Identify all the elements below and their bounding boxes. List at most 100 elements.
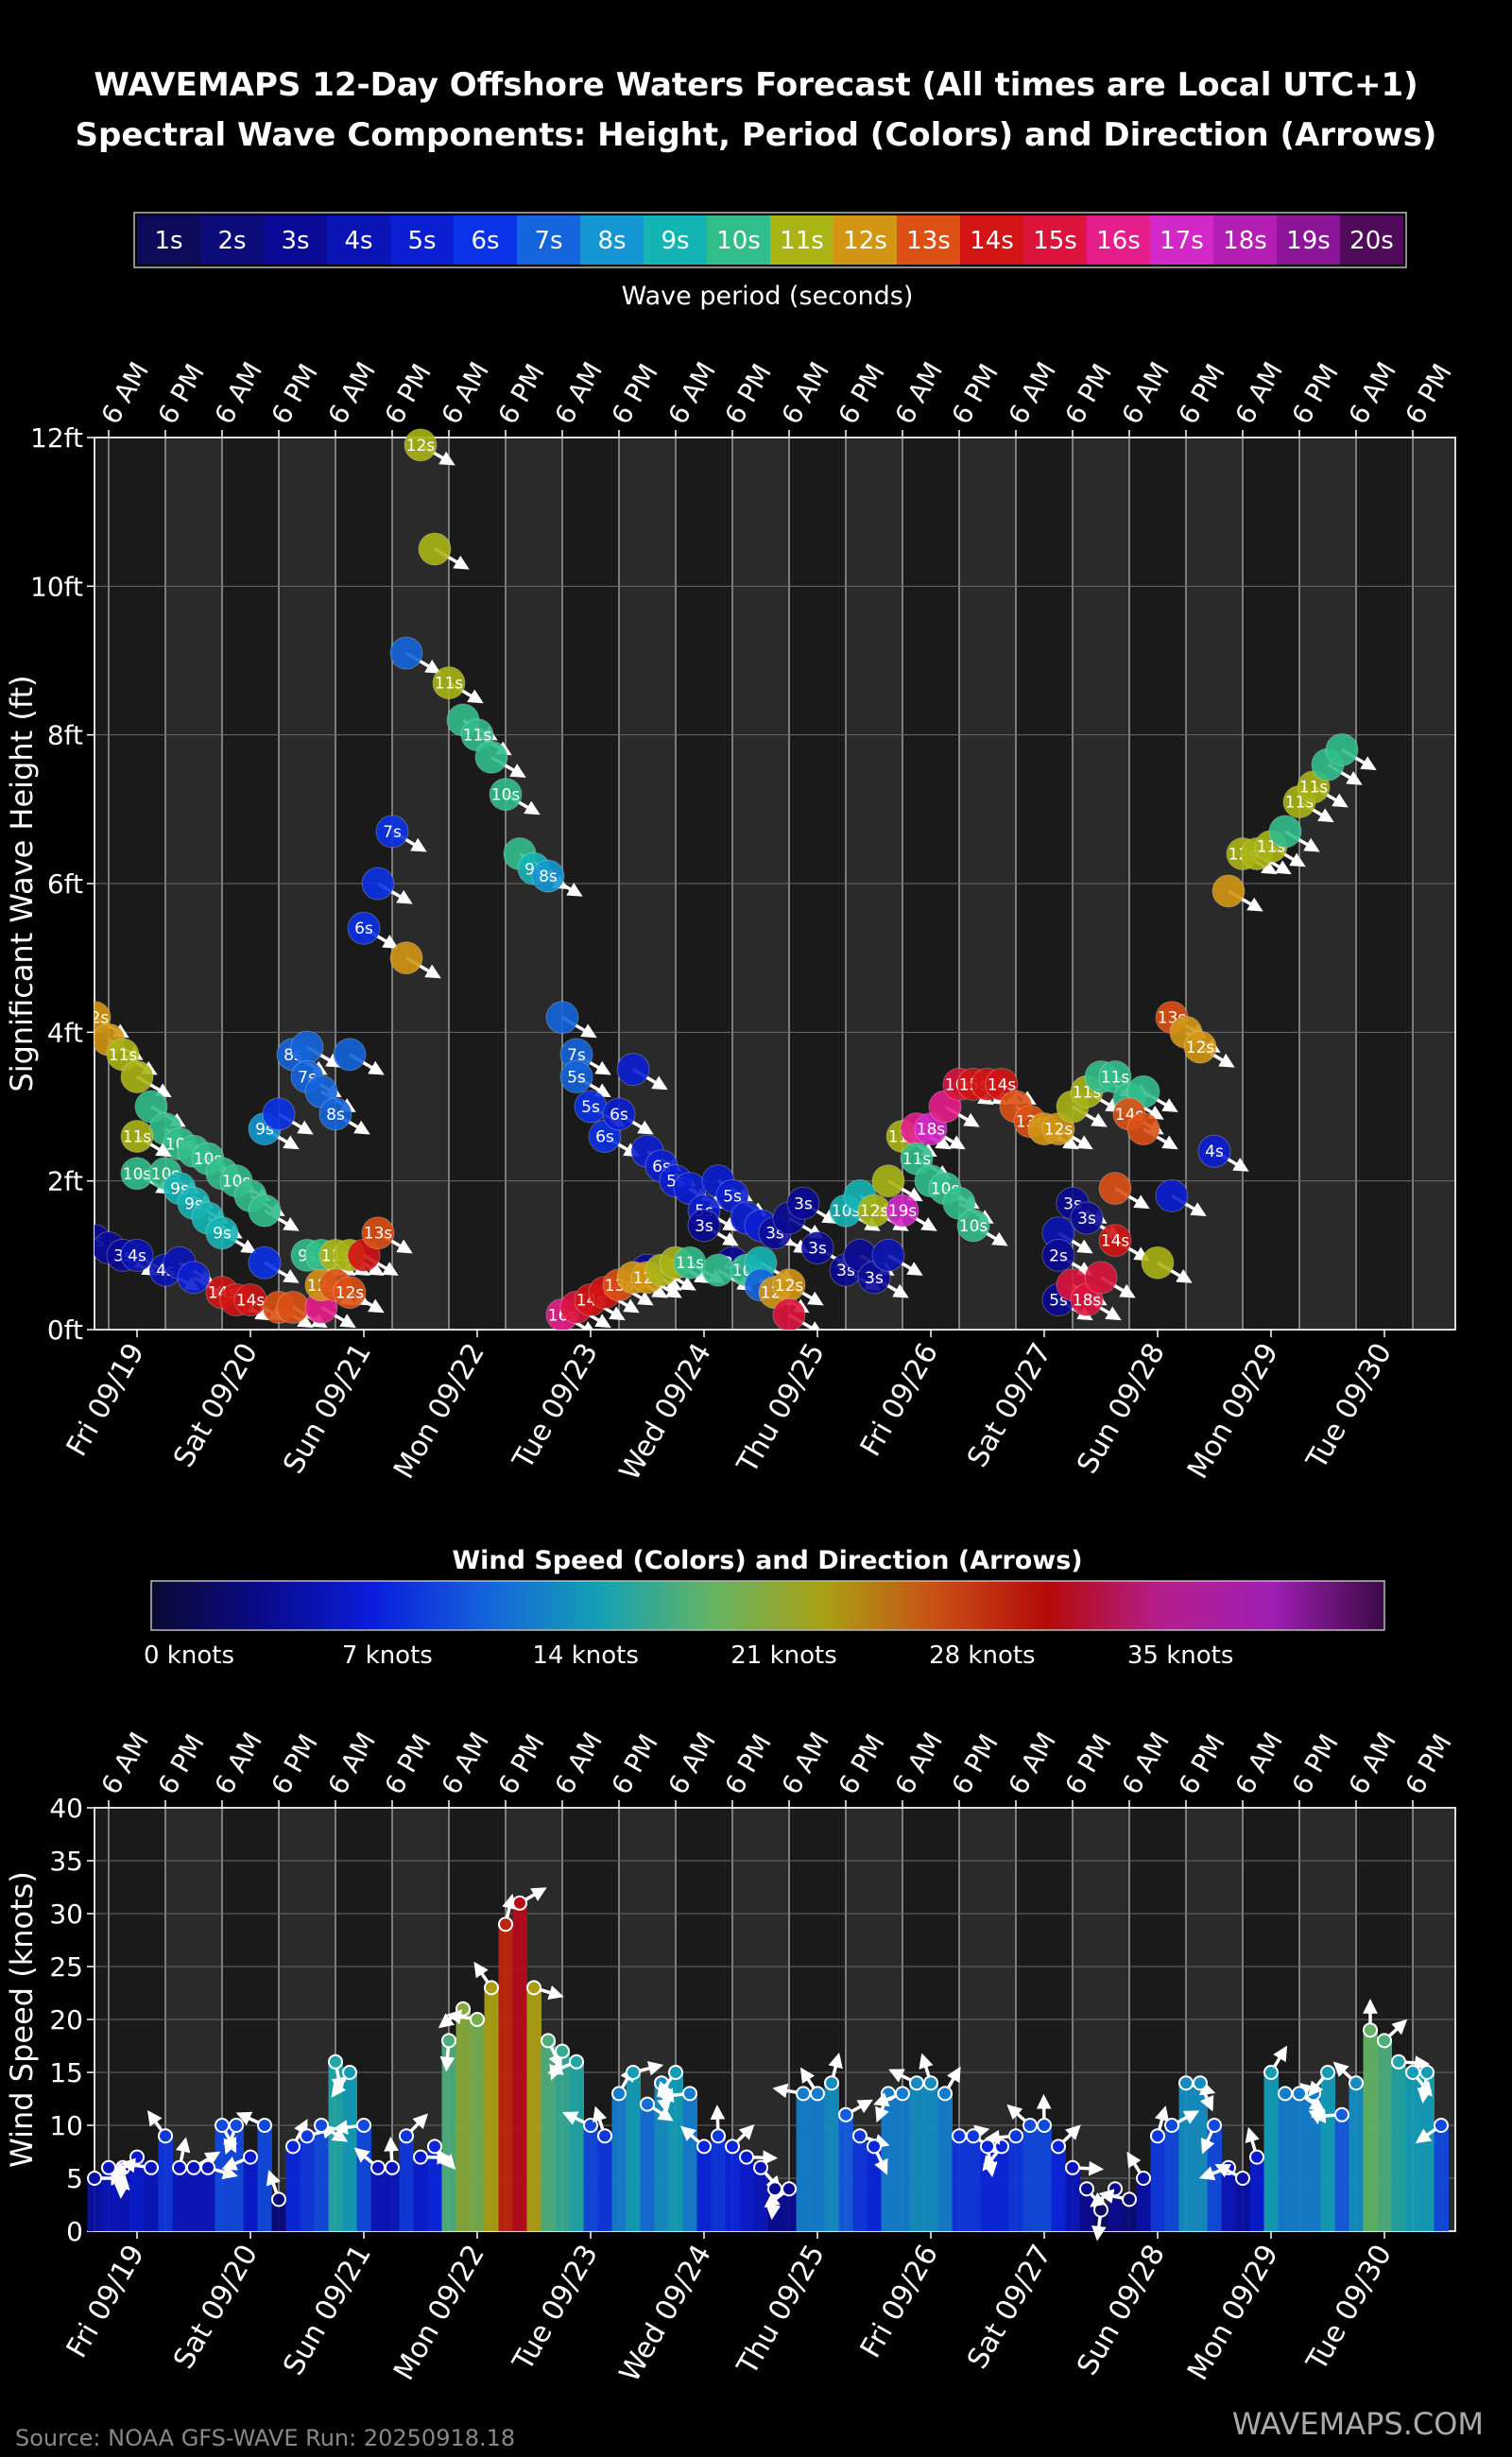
period-swatch (1213, 215, 1277, 265)
wave-day-label: Sun 09/28 (1071, 1338, 1172, 1480)
wave-day-label: Sat 09/27 (961, 1338, 1058, 1473)
wind-top-time-label: 6 AM (1002, 1727, 1062, 1799)
wave-component-point (786, 1186, 820, 1220)
period-swatch-label: 10s (716, 227, 761, 255)
wind-speed-bar (484, 1987, 499, 2231)
wind-speed-point (1150, 2128, 1165, 2144)
wave-component-point (262, 1097, 296, 1131)
wind-top-time-label: 6 AM (435, 1727, 495, 1799)
wind-top-time-label: 6 AM (1342, 1727, 1402, 1799)
wave-period-label: 11s (1299, 779, 1329, 798)
wind-speed-point (966, 2128, 981, 2144)
wind-y-tick-label: 20 (49, 2004, 83, 2036)
wave-period-label: 12s (860, 1202, 889, 1221)
wave-top-time-label: 6 AM (1002, 356, 1062, 429)
period-swatch (1023, 215, 1087, 265)
wave-component-point (1183, 1030, 1217, 1064)
wave-period-label: 9s (213, 1225, 232, 1244)
wave-top-time-label: 6 PM (491, 358, 550, 429)
period-swatch (770, 215, 833, 265)
wave-component-point (956, 1209, 990, 1243)
wind-day-label: Fri 09/26 (854, 2240, 945, 2364)
wave-period-label: 12s (80, 1009, 110, 1028)
wind-speed-bar (512, 1902, 527, 2231)
wind-speed-point (753, 2159, 768, 2175)
wind-speed-point (1419, 2065, 1435, 2080)
wave-top-time-label: 6 PM (945, 358, 1004, 429)
wind-day-label: Wed 09/24 (613, 2240, 718, 2388)
period-swatch (517, 215, 580, 265)
wind-speed-point (300, 2128, 315, 2144)
wave-component-point (559, 1060, 593, 1094)
wind-speed-bar (1150, 2136, 1165, 2231)
wind-speed-point (1391, 2053, 1406, 2070)
wave-period-label: 12s (775, 1277, 804, 1296)
wind-speed-point (1051, 2139, 1066, 2155)
wind-speed-bar (129, 2156, 145, 2231)
wind-speed-point (1193, 2075, 1208, 2091)
wind-speed-bar (200, 2167, 215, 2231)
wind-speed-bar (1008, 2136, 1023, 2231)
wind-speed-point (810, 2086, 825, 2102)
wave-top-time-label: 6 PM (1399, 358, 1457, 429)
wind-speed-point (597, 2128, 612, 2144)
wind-speed-point (541, 2033, 556, 2049)
wave-component-point (1126, 1112, 1160, 1146)
wind-speed-bar (881, 2093, 896, 2231)
wind-speed-point (1235, 2171, 1250, 2186)
period-swatch-label: 13s (906, 227, 951, 255)
wave-period-label: 14s (236, 1292, 266, 1311)
wave-component-point (248, 1194, 282, 1228)
wave-component-point (120, 1238, 154, 1272)
period-swatch-label: 19s (1286, 227, 1331, 255)
wave-component-point (701, 1253, 735, 1287)
period-swatch (707, 215, 770, 265)
wave-component-point (531, 859, 565, 893)
wave-top-time-label: 6 AM (1342, 356, 1402, 429)
period-swatch (1150, 215, 1213, 265)
wind-speed-bar (1391, 2061, 1406, 2231)
wave-day-label: Tue 09/23 (507, 1338, 605, 1476)
wave-period-label: 12s (335, 1284, 365, 1303)
wind-speed-bar (796, 2093, 811, 2231)
wave-top-time-label: 6 PM (1172, 358, 1230, 429)
wind-speed-bar (810, 2093, 825, 2231)
period-swatch (960, 215, 1023, 265)
wave-top-time-label: 6 AM (94, 356, 155, 429)
wind-speed-point (1363, 2022, 1378, 2038)
wind-speed-point (1178, 2075, 1194, 2091)
wind-speed-bar (1235, 2178, 1250, 2231)
wind-y-tick-label: 40 (49, 1793, 83, 1824)
period-swatch (644, 215, 707, 265)
wind-day-label: Sun 09/28 (1071, 2240, 1172, 2381)
wave-component-point (871, 1238, 905, 1272)
wave-top-time-label: 6 PM (151, 358, 210, 429)
period-swatch-label: 3s (281, 227, 309, 255)
period-swatch-label: 7s (534, 227, 562, 255)
wind-speed-point (569, 2053, 584, 2070)
wave-period-label: 12s (1044, 1121, 1074, 1140)
wind-speed-point (144, 2159, 159, 2175)
period-swatch (580, 215, 644, 265)
wind-top-time-label: 6 AM (888, 1727, 949, 1799)
wind-speed-point (682, 2086, 697, 2102)
wind-speed-bar (1349, 2083, 1364, 2231)
wind-speed-point (555, 2043, 570, 2059)
wave-period-label: 5s (567, 1069, 586, 1088)
wind-y-tick-label: 10 (49, 2110, 83, 2141)
wind-speed-bar (427, 2146, 442, 2231)
wave-period-label: 5s (581, 1098, 600, 1117)
period-swatch-label: 20s (1349, 227, 1394, 255)
wave-component-point (347, 911, 381, 945)
wind-speed-bar (413, 2156, 428, 2231)
wind-speed-point (328, 2053, 343, 2070)
wave-y-tick-label: 12ft (30, 422, 83, 454)
wave-top-time-label: 6 AM (435, 356, 495, 429)
wave-period-label: 8s (539, 868, 558, 886)
wave-component-point (772, 1297, 806, 1330)
wind-day-label: Sun 09/21 (277, 2240, 378, 2381)
wind-speed-bar (611, 2093, 627, 2231)
wave-component-point (616, 1053, 650, 1087)
wind-top-time-label: 6 AM (1228, 1727, 1289, 1799)
